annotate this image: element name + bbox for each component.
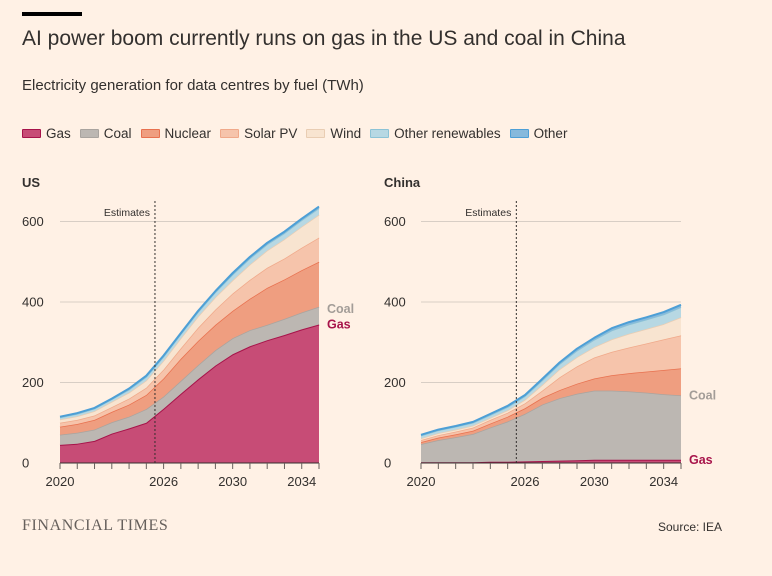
y-tick-label: 600 — [384, 214, 406, 229]
panel-title-china: China — [384, 175, 421, 190]
y-tick-label: 200 — [22, 375, 44, 390]
end-label-gas: Gas — [689, 453, 713, 467]
area-nuclear — [60, 261, 319, 435]
y-tick-label: 400 — [384, 295, 406, 310]
x-tick-label: 2034 — [287, 474, 316, 489]
legend-swatch-other — [509, 129, 529, 138]
area-nuclear — [421, 368, 681, 445]
legend: Gas Coal Nuclear Solar PV Wind Other ren… — [22, 126, 576, 141]
legend-label-wind: Wind — [330, 126, 362, 141]
legend-item-wind: Wind — [306, 126, 361, 141]
area-solar — [60, 237, 319, 427]
x-tick-label: 2034 — [649, 474, 678, 489]
legend-item-other: Other — [509, 126, 568, 141]
area-coal — [421, 390, 681, 463]
legend-item-gas: Gas — [22, 126, 71, 141]
y-tick-label: 200 — [384, 375, 406, 390]
line-other — [420, 303, 682, 436]
legend-label-other-renewables: Other renewables — [394, 126, 501, 141]
end-label-coal: Coal — [689, 388, 716, 402]
legend-swatch-solar — [220, 129, 240, 138]
chart-subtitle: Electricity generation for data centres … — [22, 77, 364, 94]
legend-label-gas: Gas — [46, 126, 71, 141]
legend-item-other-renewables: Other renewables — [370, 126, 501, 141]
line-other — [59, 205, 320, 418]
legend-label-coal: Coal — [103, 126, 132, 141]
estimates-label: Estimates — [465, 207, 511, 219]
x-tick-label: 2030 — [218, 474, 247, 489]
legend-label-nuclear: Nuclear — [164, 126, 212, 141]
legend-item-coal: Coal — [79, 126, 132, 141]
ft-logo: FINANCIAL TIMES — [22, 517, 169, 534]
area-wind — [60, 214, 319, 423]
legend-swatch-other-renewables — [370, 129, 390, 138]
x-tick-label: 2020 — [407, 474, 436, 489]
x-tick-label: 2030 — [580, 474, 609, 489]
end-label-coal: Coal — [327, 302, 354, 316]
x-tick-label: 2026 — [511, 474, 540, 489]
legend-label-other: Other — [533, 126, 568, 141]
area-other-renewables — [60, 208, 319, 420]
y-tick-label: 0 — [384, 456, 391, 471]
top-accent-bar — [22, 12, 82, 16]
x-tick-label: 2020 — [46, 474, 75, 489]
legend-swatch-gas — [22, 129, 41, 138]
source-note: Source: IEA — [657, 520, 722, 534]
y-tick-label: 600 — [22, 214, 44, 229]
chart-title: AI power boom currently runs on gas in t… — [22, 27, 626, 50]
chart-panel-us: 0 200 400 600 Estimates 2020 2026 2030 2034 Coal G… — [22, 201, 354, 489]
area-wind — [421, 317, 681, 441]
x-tick-label: 2026 — [149, 474, 178, 489]
legend-swatch-wind — [306, 129, 326, 138]
end-label-gas: Gas — [327, 318, 351, 332]
legend-swatch-nuclear — [140, 129, 160, 138]
legend-label-solar: Solar PV — [244, 126, 298, 141]
legend-item-nuclear: Nuclear — [140, 126, 212, 141]
chart-panel-china: 0 200 400 600 Estimates 2020 2026 2030 2034 Coal G… — [384, 201, 716, 489]
y-tick-label: 0 — [22, 456, 29, 471]
legend-item-solar: Solar PV — [220, 126, 297, 141]
y-tick-label: 400 — [22, 295, 44, 310]
legend-swatch-coal — [79, 129, 99, 138]
area-gas — [60, 324, 319, 463]
estimates-label: Estimates — [104, 207, 150, 219]
panel-title-us: US — [22, 175, 41, 190]
area-coal — [60, 306, 319, 445]
area-solar — [421, 335, 681, 443]
